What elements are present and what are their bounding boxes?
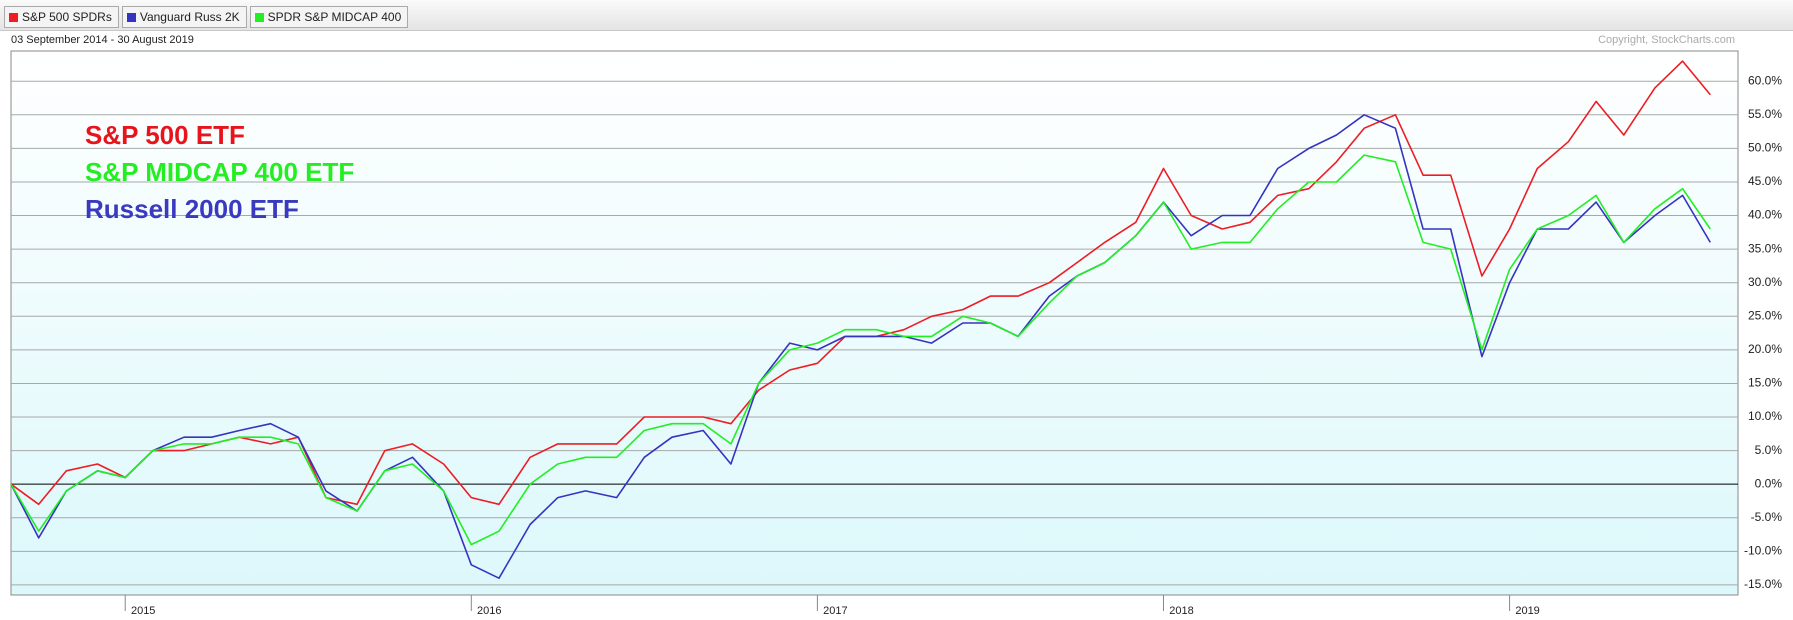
legend-label: SPDR S&P MIDCAP 400 xyxy=(267,10,402,24)
legend-label: Vanguard Russ 2K xyxy=(139,10,240,24)
y-tick-label: 20.0% xyxy=(1748,342,1782,356)
series-line xyxy=(10,154,1711,546)
legend-swatch xyxy=(254,12,264,22)
x-tick-label: 2019 xyxy=(1515,605,1539,617)
legend-swatch xyxy=(9,12,18,22)
x-tick-label: 2018 xyxy=(1169,605,1193,617)
legend-label: S&P 500 SPDRs xyxy=(22,10,112,24)
y-tick-label: -5.0% xyxy=(1751,510,1783,524)
copyright: Copyright, StockCharts.com xyxy=(1598,34,1735,46)
legend-button[interactable]: SPDR S&P MIDCAP 400 xyxy=(249,6,409,28)
y-tick-label: 40.0% xyxy=(1748,208,1782,222)
series-line xyxy=(10,114,1711,580)
y-tick-label: 5.0% xyxy=(1755,443,1783,457)
date-range: 03 September 2014 - 30 August 2019 xyxy=(11,34,194,46)
x-tick-label: 2016 xyxy=(477,605,501,617)
y-tick-label: 50.0% xyxy=(1748,141,1782,155)
y-tick-label: 15.0% xyxy=(1748,376,1782,390)
chart: 03 September 2014 - 30 August 2019 Copyr… xyxy=(10,34,1783,617)
y-tick-label: 0.0% xyxy=(1755,476,1783,490)
legend-button[interactable]: Vanguard Russ 2K xyxy=(121,6,247,28)
y-tick-label: 60.0% xyxy=(1748,73,1782,87)
y-tick-label: -15.0% xyxy=(1744,577,1782,591)
legend-button[interactable]: S&P 500 SPDRs xyxy=(4,6,119,28)
annotation: S&P MIDCAP 400 ETF xyxy=(85,157,354,187)
y-tick-label: 45.0% xyxy=(1748,174,1782,188)
y-tick-label: 55.0% xyxy=(1748,107,1782,121)
plot-area xyxy=(10,50,1739,596)
annotation: S&P 500 ETF xyxy=(85,120,245,150)
y-tick-label: 30.0% xyxy=(1748,275,1782,289)
x-tick-label: 2017 xyxy=(823,605,847,617)
y-tick-label: 10.0% xyxy=(1748,409,1782,423)
y-tick-label: 25.0% xyxy=(1748,308,1782,322)
x-tick-label: 2015 xyxy=(131,605,155,617)
y-tick-label: 35.0% xyxy=(1748,241,1782,255)
y-tick-label: -10.0% xyxy=(1744,544,1782,558)
annotation: Russell 2000 ETF xyxy=(85,194,299,224)
toolbar: S&P 500 SPDRs Vanguard Russ 2K SPDR S&P MI… xyxy=(0,0,1793,31)
legend-swatch xyxy=(126,12,136,22)
